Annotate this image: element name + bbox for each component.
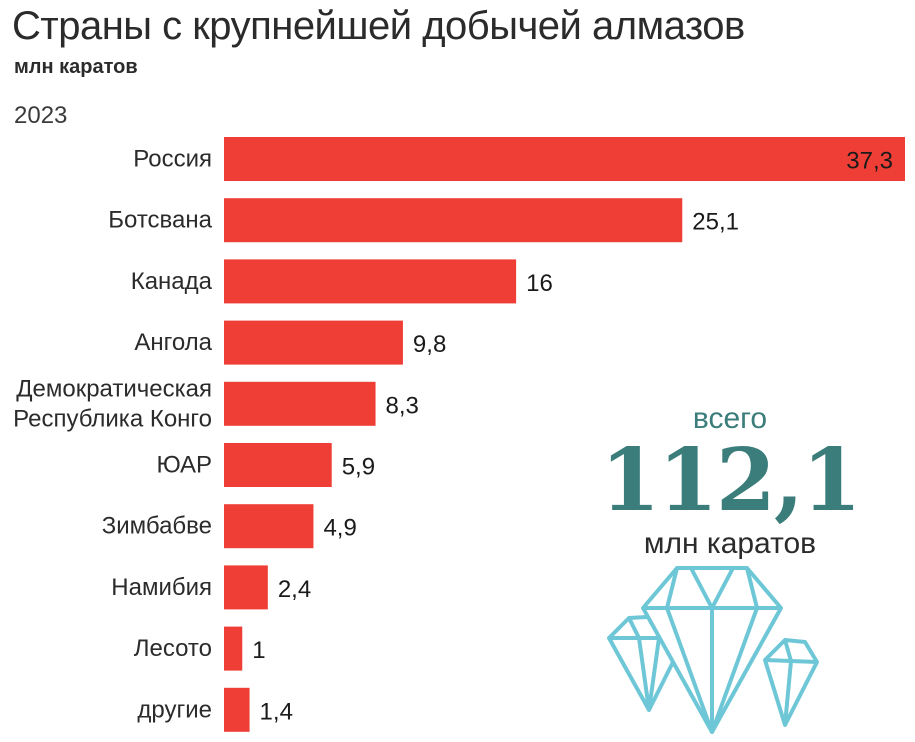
value-label: 1,4	[260, 698, 293, 725]
value-label: 4,9	[323, 515, 356, 542]
category-label-line: Ботсвана	[108, 207, 212, 234]
category-label-line: Лесото	[134, 635, 212, 662]
category-label: ЮАР	[157, 452, 212, 479]
value-label: 37,3	[846, 148, 893, 175]
category-label: Демократическая Республика Конго	[13, 375, 212, 432]
category-label: Канада	[131, 268, 213, 295]
bar	[224, 259, 517, 304]
diamond-icon	[607, 566, 819, 734]
value-label: 16	[526, 270, 553, 297]
bar	[224, 504, 314, 549]
value-label: 1	[252, 637, 265, 664]
category-label-line: другие	[137, 696, 212, 723]
category-label: другие	[137, 696, 212, 723]
category-label: Лесото	[134, 635, 212, 662]
bar	[224, 137, 905, 181]
bar	[224, 198, 683, 243]
chart-title: Страны с крупнейшей добычей алмазов	[12, 4, 745, 48]
bar	[224, 443, 332, 487]
bar	[224, 565, 268, 610]
category-label-line: ЮАР	[157, 452, 212, 479]
total-unit: млн каратов	[643, 527, 817, 560]
category-label: Ботсвана	[108, 207, 212, 234]
value-label: 25,1	[692, 209, 739, 236]
category-label-line: Зимбабве	[102, 513, 212, 540]
category-label-line: Намибия	[111, 574, 212, 601]
category-label: Намибия	[111, 574, 212, 601]
value-label: 5,9	[342, 454, 375, 481]
value-label: 9,8	[413, 331, 446, 358]
category-label-line: Республика Конго	[13, 405, 212, 432]
bar	[224, 320, 403, 365]
category-label-line: Демократическая	[16, 375, 212, 402]
category-label-line: Россия	[133, 146, 212, 173]
category-label: Россия	[133, 146, 212, 173]
category-label-line: Канада	[131, 268, 213, 295]
category-label-line: Ангола	[134, 329, 212, 356]
value-label: 2,4	[278, 576, 311, 603]
total-word: всего	[692, 402, 768, 435]
value-label: 8,3	[386, 392, 419, 419]
chart-subtitle: млн каратов	[14, 56, 138, 78]
category-label: Ангола	[134, 329, 212, 356]
total-value: 112,1	[600, 430, 861, 531]
bar	[224, 381, 376, 426]
total-summary: всего 112,1 млн каратов	[590, 400, 870, 564]
bar	[224, 626, 243, 671]
bar	[224, 687, 250, 732]
category-label: Зимбабве	[102, 513, 212, 540]
year-label: 2023	[14, 102, 68, 129]
